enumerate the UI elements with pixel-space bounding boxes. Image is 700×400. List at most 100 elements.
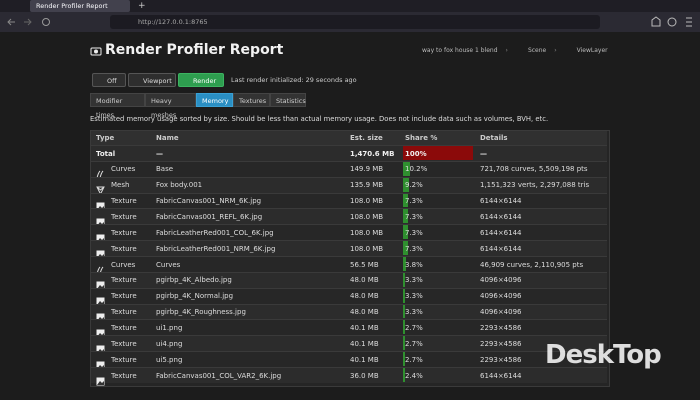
table-cell: 6144×6144	[480, 244, 522, 253]
table-cell: Curves	[111, 260, 136, 269]
table-cell: 2.7%	[405, 339, 423, 348]
table-row	[91, 208, 607, 225]
table-cell: Texture	[111, 371, 137, 380]
breadcrumb-item[interactable]: way to fox house 1 blend	[422, 47, 498, 54]
total-cell: Total	[96, 149, 116, 158]
table-cell: Texture	[111, 244, 137, 253]
table-row	[91, 287, 607, 304]
table-cell: 40.1 MB	[350, 355, 379, 364]
table-header-bg	[91, 131, 607, 145]
tab-button[interactable]: Heavy meshes	[145, 93, 196, 119]
mode-button[interactable]: Viewport	[128, 73, 176, 87]
table-cell: 2.4%	[405, 371, 423, 380]
address-bar[interactable]: http://127.0.0.1:8765	[110, 15, 600, 29]
share-bar	[403, 146, 473, 160]
table-cell: Curves	[156, 260, 181, 269]
tab-button[interactable]: Memory	[196, 93, 233, 107]
table-cell: 3.3%	[405, 276, 423, 285]
table-row	[91, 240, 607, 257]
browser-icons[interactable]	[650, 16, 694, 28]
table-cell: Texture	[111, 276, 137, 285]
share-bar	[403, 272, 406, 287]
table-cell: ui5.png	[156, 355, 183, 364]
share-bar	[403, 161, 411, 176]
table-cell: 135.9 MB	[350, 181, 384, 190]
total-cell: —	[480, 149, 487, 158]
share-bar	[403, 177, 410, 192]
total-row	[91, 145, 607, 161]
total-cell: 1,470.6 MB	[350, 149, 395, 158]
breadcrumb-separator: ›	[505, 47, 508, 54]
table-row	[91, 271, 607, 288]
tab-button[interactable]: Textures	[233, 93, 270, 107]
table-cell: pgirbp_4K_Normal.jpg	[156, 292, 234, 301]
table-cell: Texture	[111, 308, 137, 317]
table-cell: 36.0 MB	[350, 371, 379, 380]
table-cell: ui4.png	[156, 339, 183, 348]
table-cell: 3.3%	[405, 308, 423, 317]
table-row	[91, 303, 607, 320]
table-cell: FabricLeatherRed001_NRM_6K.jpg	[156, 244, 276, 253]
table-cell: 10.2%	[405, 165, 428, 174]
type-icon	[96, 371, 105, 390]
table-row	[91, 192, 607, 209]
tab-button[interactable]: Statistics	[270, 93, 306, 107]
table-cell: Texture	[111, 197, 137, 206]
table-cell: pgirbp_4K_Albedo.jpg	[156, 276, 232, 285]
table-cell: 6144×6144	[480, 197, 522, 206]
table-cell: 7.3%	[405, 212, 423, 221]
table-cell: ui1.png	[156, 323, 183, 332]
table-cell: 46,909 curves, 2,110,905 pts	[480, 260, 584, 269]
share-bar	[403, 352, 405, 367]
table-cell: 9.2%	[405, 181, 423, 190]
browser-tab[interactable]: Render Profiler Report	[30, 0, 130, 12]
table-cell: 2293×4586	[480, 355, 522, 364]
table-cell: 40.1 MB	[350, 339, 379, 348]
table-cell: Mesh	[111, 181, 130, 190]
mode-button[interactable]: Render	[178, 73, 224, 87]
share-bar	[403, 257, 406, 271]
table-cell: Fox body.001	[156, 181, 203, 190]
table-cell: 1,151,323 verts, 2,297,088 tris	[480, 181, 590, 190]
table-cell: 6144×6144	[480, 371, 522, 380]
render-status: Last render initialized: 29 seconds ago	[231, 76, 357, 84]
nav-buttons[interactable]	[6, 17, 56, 27]
report-title: Render Profiler Report	[105, 42, 284, 58]
table-cell: FabricCanvas001_NRM_6K.jpg	[156, 197, 262, 206]
table-cell: FabricLeatherRed001_COL_6K.jpg	[156, 228, 274, 237]
table-cell: 7.3%	[405, 244, 423, 253]
share-bar	[403, 336, 405, 351]
table-cell: 2.7%	[405, 355, 423, 364]
new-tab-button[interactable]: +	[138, 1, 146, 11]
column-header: Details	[480, 134, 508, 142]
table-cell: 3.3%	[405, 292, 423, 301]
tab-button[interactable]: Modifier times	[90, 93, 145, 119]
table-cell: 3.8%	[405, 260, 423, 269]
table-row	[91, 367, 607, 383]
total-cell: 100%	[405, 149, 427, 158]
breadcrumb-item[interactable]: ViewLayer	[576, 47, 608, 54]
share-bar	[403, 288, 406, 303]
breadcrumb: way to fox house 1 blend › Scene › ViewLayer	[410, 47, 608, 54]
table-cell: Texture	[111, 323, 137, 332]
table-cell: 149.9 MB	[350, 165, 384, 174]
column-header: Share %	[405, 134, 438, 142]
table-cell: 48.0 MB	[350, 276, 379, 285]
mode-button[interactable]: Off	[92, 73, 126, 87]
table-cell: FabricCanvas001_REFL_6K.jpg	[156, 212, 263, 221]
table-cell: 4096×4096	[480, 276, 522, 285]
table-cell: Texture	[111, 228, 137, 237]
breadcrumb-separator: ›	[554, 47, 557, 54]
table-cell: 2.7%	[405, 323, 423, 332]
table-cell: Texture	[111, 292, 137, 301]
table-cell: Texture	[111, 212, 137, 221]
table-cell: 108.0 MB	[350, 197, 384, 206]
table-cell: Texture	[111, 339, 137, 348]
table-cell: 2293×4586	[480, 339, 522, 348]
breadcrumb-item[interactable]: Scene	[527, 47, 547, 54]
share-bar	[403, 225, 409, 240]
table-cell: 48.0 MB	[350, 292, 379, 301]
table-cell: 40.1 MB	[350, 323, 379, 332]
table-cell: 56.5 MB	[350, 260, 379, 269]
